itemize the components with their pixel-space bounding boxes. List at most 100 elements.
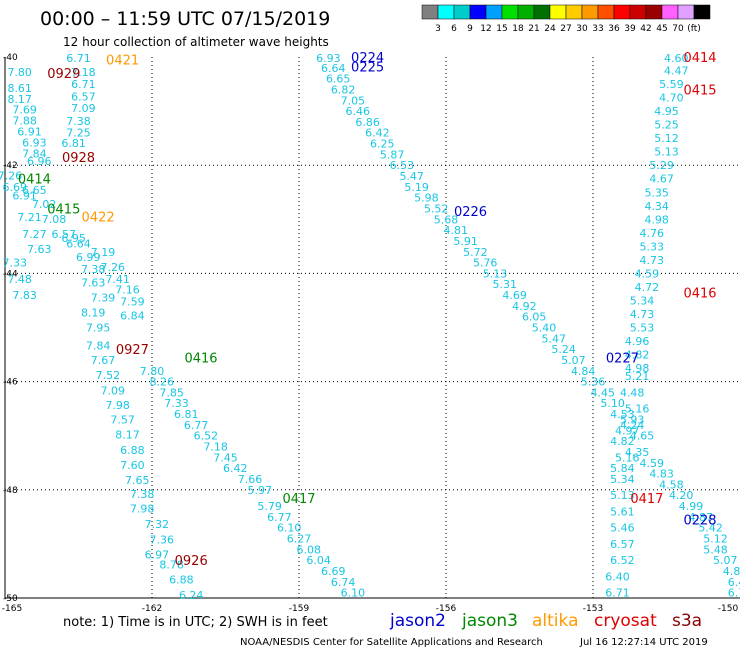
swh-value-label: 6.71 xyxy=(71,78,96,91)
swh-value-label: 8.61 xyxy=(7,82,32,95)
swh-value-label: 7.52 xyxy=(96,369,121,382)
swh-value-label: 6.81 xyxy=(61,137,86,150)
swh-value-label: 5.84 xyxy=(610,462,635,475)
swh-value-label: 4.99 xyxy=(679,500,704,513)
colorbar-label: 30 xyxy=(576,24,588,34)
swh-value-label: 7.80 xyxy=(7,66,32,79)
chart-subtitle: 12 hour collection of altimeter wave hei… xyxy=(63,35,329,49)
swh-value-label: 6.91 xyxy=(12,189,37,202)
swh-value-label: 5.13 xyxy=(483,267,508,280)
swh-value-label: 6.24 xyxy=(179,589,204,602)
swh-value-label: 7.08 xyxy=(42,213,67,226)
legend-satellite-cryosat: cryosat xyxy=(594,611,657,631)
colorbar-swatch xyxy=(421,4,439,20)
swh-value-label: 7.33 xyxy=(3,257,28,270)
swh-value-label: 7.83 xyxy=(12,289,37,302)
swh-value-label: 4.97 xyxy=(615,424,640,437)
swh-value-label: 5.52 xyxy=(424,202,449,215)
swh-value-label: 5.07 xyxy=(713,554,738,567)
pass-time-label: 0416 xyxy=(683,286,716,301)
swh-value-label: 7.88 xyxy=(12,114,37,127)
swh-value-label: 5.76 xyxy=(473,257,498,270)
swh-value-label: 5.10 xyxy=(600,397,625,410)
pass-time-label: 0422 xyxy=(82,211,115,226)
swh-value-label: 5.34 xyxy=(610,473,635,486)
swh-value-label: 5.21 xyxy=(625,370,650,383)
colorbar-swatch xyxy=(597,4,615,20)
pass-time-label: 0421 xyxy=(106,54,139,69)
swh-value-label: 7.63 xyxy=(27,243,52,256)
swh-value-label: 6.65 xyxy=(326,73,351,86)
swh-value-label: 5.24 xyxy=(551,343,576,356)
colorbar-swatch xyxy=(469,4,487,20)
swh-value-label: 4.92 xyxy=(512,300,537,313)
colorbar-swatch xyxy=(485,4,503,20)
pass-time-label: 0927 xyxy=(116,343,149,358)
swh-value-label: 7.32 xyxy=(145,518,170,531)
swh-value-label: 6.69 xyxy=(321,565,346,578)
swh-value-label: 7.18 xyxy=(71,66,96,79)
swh-value-label: 7.26 xyxy=(101,261,126,274)
swh-value-label: 6.99 xyxy=(76,251,101,264)
swh-value-label: 5.47 xyxy=(542,332,567,345)
colorbar-swatch xyxy=(693,4,711,20)
swh-value-label: 7.48 xyxy=(7,273,32,286)
colorbar-label: 18 xyxy=(512,24,524,34)
swh-value-label: 4.96 xyxy=(625,335,650,348)
swh-value-label: 5.87 xyxy=(380,148,405,161)
swh-value-label: 6.52 xyxy=(610,554,635,567)
swh-value-label: 7.84 xyxy=(86,339,111,352)
colorbar-label: 42 xyxy=(640,24,651,34)
chart-title: 00:00 – 11:59 UTC 07/15/2019 xyxy=(40,8,330,30)
swh-value-label: 4.65 xyxy=(630,430,655,443)
swh-value-label: 4.45 xyxy=(591,386,616,399)
pass-time-label: 0416 xyxy=(184,351,217,366)
legend-satellite-altika: altika xyxy=(532,611,579,631)
y-tick-label: -42 xyxy=(3,161,18,171)
colorbar-label: 70 xyxy=(672,24,684,34)
colorbar-label: 12 xyxy=(480,24,491,34)
colorbar-label: 33 xyxy=(592,24,603,34)
colorbar-swatch xyxy=(581,4,599,20)
colorbar-swatch xyxy=(453,4,471,20)
colorbar-label: 36 xyxy=(608,24,620,34)
swh-value-label: 6.69 xyxy=(3,181,28,194)
swh-value-label: 7.84 xyxy=(22,147,47,160)
colorbar-label: 39 xyxy=(624,24,636,34)
swh-value-label: 8.19 xyxy=(81,306,106,319)
swh-value-label: 5.12 xyxy=(654,132,679,145)
swh-value-label: 5.25 xyxy=(654,119,679,132)
pass-time-label: 0228 xyxy=(683,514,716,529)
y-tick-label: -46 xyxy=(3,378,18,388)
swh-value-label: 5.13 xyxy=(654,146,679,159)
swh-value-label: 4.58 xyxy=(659,478,684,491)
swh-value-label: 5.16 xyxy=(615,451,640,464)
y-tick-label: -40 xyxy=(3,53,18,63)
swh-value-label: 5.93 xyxy=(620,413,645,426)
swh-value-label: 6.57 xyxy=(52,228,77,241)
swh-value-label: 7.45 xyxy=(213,451,238,464)
colorbar-swatch xyxy=(629,4,647,20)
footer-timestamp: Jul 16 12:27:14 UTC 2019 xyxy=(579,637,708,648)
swh-value-label: 6.88 xyxy=(120,444,145,457)
swh-value-label: 7.67 xyxy=(91,354,116,367)
swh-value-label: 5.59 xyxy=(659,78,684,91)
swh-value-label: 7.16 xyxy=(115,284,140,297)
swh-value-label: 5.72 xyxy=(463,246,488,259)
pass-time-label: 0929 xyxy=(47,67,80,82)
swh-value-label: 6.93 xyxy=(22,136,47,149)
swh-value-label: 7.26 xyxy=(0,169,22,182)
swh-value-label: 7.33 xyxy=(164,397,189,410)
swh-value-label: 6.96 xyxy=(27,155,52,168)
pass-time-label: 0225 xyxy=(351,61,384,76)
colorbar-swatch xyxy=(677,4,695,20)
footer-credit: NOAA/NESDIS Center for Satellite Applica… xyxy=(240,637,543,648)
swh-value-label: 4.60 xyxy=(664,52,689,65)
swh-value-label: 5.91 xyxy=(453,235,478,248)
x-tick-label: -165 xyxy=(2,604,22,614)
swh-value-label: 5.46 xyxy=(610,522,635,535)
colorbar-swatch xyxy=(565,4,583,20)
swh-value-label: 4.95 xyxy=(654,105,679,118)
swh-value-label: 4.24 xyxy=(620,419,645,432)
